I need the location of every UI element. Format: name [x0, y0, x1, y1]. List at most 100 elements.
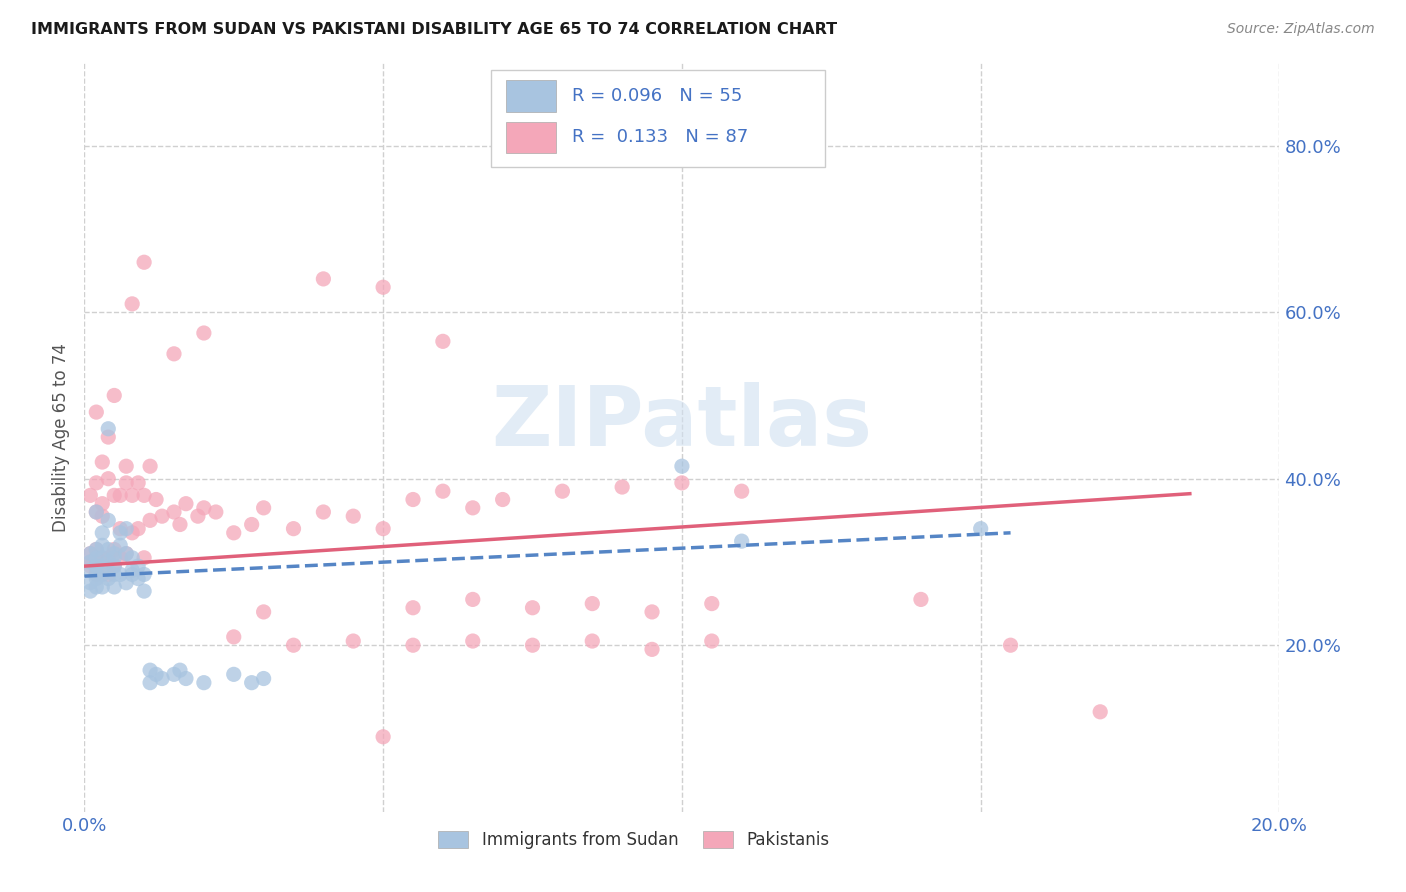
Point [86, 572, 108, 586]
Text: ZIPatlas: ZIPatlas [492, 382, 872, 463]
Point [641, 642, 664, 657]
Point [97, 555, 120, 569]
Point [97, 422, 120, 436]
Point [432, 484, 454, 499]
Point [79, 555, 101, 569]
Point [373, 730, 395, 744]
Point [910, 592, 932, 607]
Point [121, 567, 143, 582]
Point [700, 597, 723, 611]
Point [139, 675, 162, 690]
Point [132, 488, 156, 502]
Point [79, 584, 101, 599]
Point [97, 542, 120, 557]
Point [86, 567, 108, 582]
Point [91, 550, 114, 565]
Text: R = 0.096   N = 55: R = 0.096 N = 55 [572, 87, 742, 105]
Point [150, 509, 173, 524]
Point [132, 550, 156, 565]
Point [86, 542, 108, 557]
Point [163, 347, 186, 361]
Point [492, 492, 515, 507]
Point [581, 634, 603, 648]
Point [79, 563, 101, 577]
Point [79, 488, 101, 502]
Point [103, 559, 125, 574]
Legend: Immigrants from Sudan, Pakistanis: Immigrants from Sudan, Pakistanis [432, 824, 837, 855]
Point [253, 605, 276, 619]
Point [86, 580, 108, 594]
Point [522, 600, 544, 615]
Point [731, 484, 754, 499]
Point [970, 522, 993, 536]
Point [671, 459, 693, 474]
Point [115, 475, 138, 490]
Point [1000, 638, 1022, 652]
Point [402, 492, 425, 507]
Point [193, 500, 215, 515]
Point [132, 255, 156, 269]
Point [103, 559, 125, 574]
Point [127, 572, 149, 586]
Point [373, 280, 395, 294]
Point [461, 592, 484, 607]
Point [253, 672, 276, 686]
Point [79, 555, 101, 569]
Point [91, 497, 114, 511]
Point [86, 550, 108, 565]
Point [103, 542, 125, 557]
Point [86, 405, 108, 419]
Point [91, 567, 114, 582]
Point [222, 667, 245, 681]
Point [86, 505, 108, 519]
Point [222, 630, 245, 644]
Point [97, 430, 120, 444]
Point [97, 550, 120, 565]
Point [700, 634, 723, 648]
Point [253, 500, 276, 515]
Point [86, 559, 108, 574]
Point [97, 472, 120, 486]
Point [110, 522, 132, 536]
Text: R =  0.133   N = 87: R = 0.133 N = 87 [572, 128, 748, 146]
Point [86, 567, 108, 582]
Point [115, 547, 138, 561]
Point [79, 547, 101, 561]
Point [115, 575, 138, 590]
Point [79, 575, 101, 590]
Point [91, 525, 114, 540]
Point [127, 475, 149, 490]
Point [145, 667, 167, 681]
Point [86, 505, 108, 519]
Point [97, 567, 120, 582]
Point [132, 584, 156, 599]
Text: Source: ZipAtlas.com: Source: ZipAtlas.com [1227, 22, 1375, 37]
Point [240, 675, 263, 690]
Point [110, 488, 132, 502]
Point [193, 675, 215, 690]
Point [127, 559, 149, 574]
Point [103, 547, 125, 561]
Point [91, 509, 114, 524]
Point [342, 509, 364, 524]
Point [110, 567, 132, 582]
Point [402, 600, 425, 615]
Point [240, 517, 263, 532]
Point [139, 513, 162, 527]
Y-axis label: Disability Age 65 to 74: Disability Age 65 to 74 [52, 343, 70, 532]
Point [121, 550, 143, 565]
Point [283, 522, 305, 536]
Point [91, 538, 114, 552]
Point [86, 550, 108, 565]
Point [283, 638, 305, 652]
Point [103, 550, 125, 565]
Point [612, 480, 634, 494]
Point [121, 525, 143, 540]
Text: IMMIGRANTS FROM SUDAN VS PAKISTANI DISABILITY AGE 65 TO 74 CORRELATION CHART: IMMIGRANTS FROM SUDAN VS PAKISTANI DISAB… [31, 22, 837, 37]
Point [342, 634, 364, 648]
Point [581, 597, 603, 611]
Point [103, 488, 125, 502]
Point [187, 509, 209, 524]
Point [551, 484, 574, 499]
Point [103, 567, 125, 582]
